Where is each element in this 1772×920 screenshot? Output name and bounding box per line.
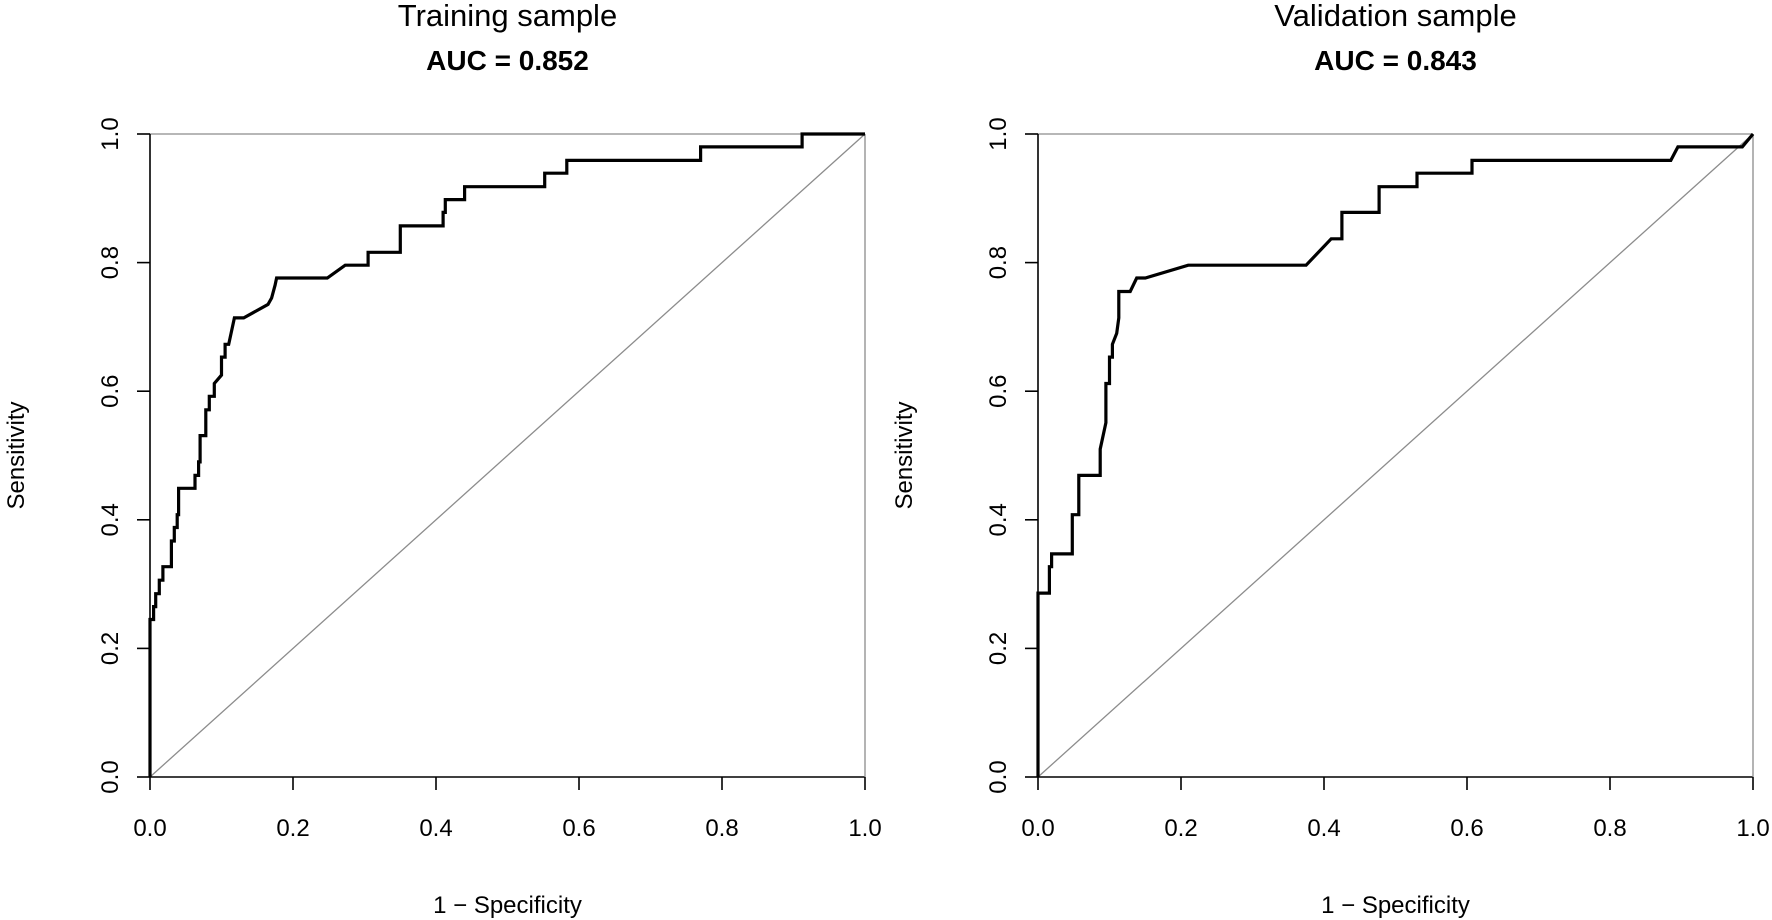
- axes: [137, 133, 866, 790]
- y-tick-label: 0.0: [97, 760, 124, 793]
- chart-auc-subtitle: AUC = 0.843: [1314, 45, 1477, 76]
- training-roc-panel: Training sample AUC = 0.852 1 − Specific…: [3, 0, 882, 919]
- y-tick-label: 0.4: [985, 503, 1012, 536]
- y-tick-label: 0.2: [97, 632, 124, 665]
- x-axis-label: 1 − Specificity: [1321, 892, 1470, 919]
- y-tick-label: 0.6: [97, 375, 124, 408]
- reference-diagonal-line: [1037, 133, 1754, 778]
- x-axis-label: 1 − Specificity: [433, 892, 582, 919]
- validation-roc-panel: Validation sample AUC = 0.843 1 − Specif…: [891, 0, 1770, 919]
- y-tick-label: 1.0: [985, 117, 1012, 150]
- y-tick-labels: 0.0 0.2 0.4 0.6 0.8 1.0: [97, 117, 124, 793]
- y-tick-label: 1.0: [97, 117, 124, 150]
- x-tick-label: 0.8: [705, 815, 738, 842]
- x-tick-labels: 0.0 0.2 0.4 0.6 0.8 1.0: [133, 815, 881, 842]
- x-tick-label: 0.2: [276, 815, 309, 842]
- x-tick-label: 0.2: [1164, 815, 1197, 842]
- reference-diagonal-line: [149, 133, 866, 778]
- y-tick-label: 0.4: [97, 503, 124, 536]
- chart-auc-subtitle: AUC = 0.852: [426, 45, 589, 76]
- x-tick-label: 0.0: [1021, 815, 1054, 842]
- y-tick-label: 0.6: [985, 375, 1012, 408]
- y-axis-label: Sensitivity: [3, 401, 30, 509]
- y-tick-label: 0.8: [985, 246, 1012, 279]
- y-tick-label: 0.2: [985, 632, 1012, 665]
- x-tick-label: 0.6: [1450, 815, 1483, 842]
- x-tick-label: 0.8: [1593, 815, 1626, 842]
- chart-title: Validation sample: [1274, 0, 1516, 33]
- x-tick-label: 1.0: [1736, 815, 1769, 842]
- y-axis-label: Sensitivity: [891, 401, 918, 509]
- chart-title: Training sample: [398, 0, 617, 33]
- y-tick-label: 0.8: [97, 246, 124, 279]
- x-tick-label: 0.4: [419, 815, 452, 842]
- x-tick-label: 1.0: [848, 815, 881, 842]
- x-tick-label: 0.6: [562, 815, 595, 842]
- x-tick-labels: 0.0 0.2 0.4 0.6 0.8 1.0: [1021, 815, 1769, 842]
- roc-curve-line: [148, 132, 865, 777]
- roc-curve-line: [1036, 132, 1755, 777]
- y-tick-label: 0.0: [985, 760, 1012, 793]
- x-tick-label: 0.4: [1307, 815, 1340, 842]
- y-tick-labels: 0.0 0.2 0.4 0.6 0.8 1.0: [985, 117, 1012, 793]
- x-tick-label: 0.0: [133, 815, 166, 842]
